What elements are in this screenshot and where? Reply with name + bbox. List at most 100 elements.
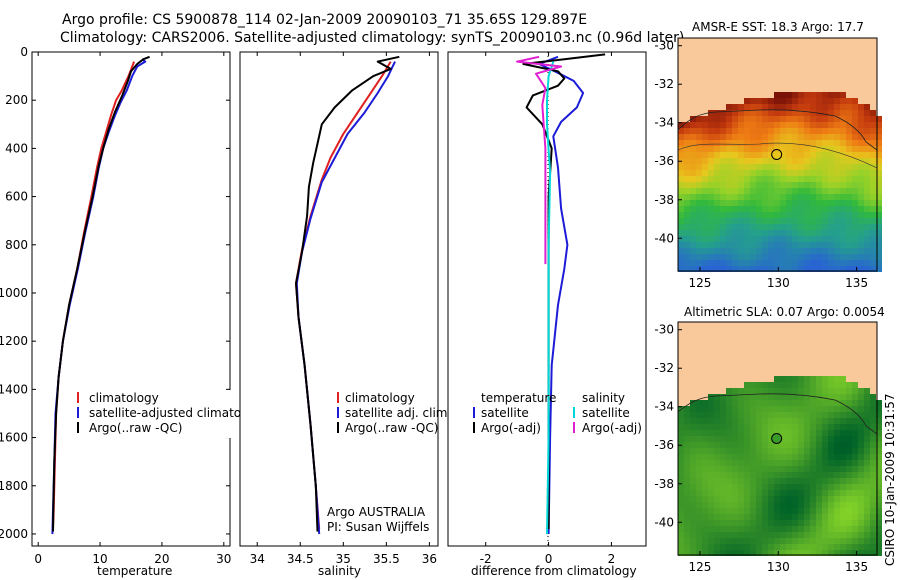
map-cell xyxy=(702,140,708,146)
map-cell xyxy=(804,200,810,206)
map-cell xyxy=(810,140,816,146)
map-cell xyxy=(876,484,882,490)
map-cell xyxy=(732,206,738,212)
map-cell xyxy=(762,508,768,514)
map-cell xyxy=(870,152,876,158)
map-cell xyxy=(804,442,810,448)
map-cell xyxy=(780,146,786,152)
map-cell xyxy=(834,200,840,206)
map-cell xyxy=(822,212,828,218)
temperature-legend: climatology satellite-adjusted climatolo… xyxy=(70,390,267,438)
map-cell xyxy=(810,116,816,122)
map-cell xyxy=(834,194,840,200)
map-cell xyxy=(852,140,858,146)
map-cell xyxy=(840,430,846,436)
map-cell xyxy=(786,430,792,436)
map-cell xyxy=(756,466,762,472)
map-cell xyxy=(684,188,690,194)
x-tick-label: 125 xyxy=(688,276,711,290)
map-cell xyxy=(720,460,726,466)
map-cell xyxy=(858,218,864,224)
map-cell xyxy=(792,526,798,532)
map-cell xyxy=(702,550,708,556)
map-cell xyxy=(792,388,798,394)
map-cell xyxy=(774,188,780,194)
map-cell xyxy=(726,110,732,116)
map-cell xyxy=(864,460,870,466)
map-cell xyxy=(864,466,870,472)
map-cell xyxy=(858,418,864,424)
map-cell xyxy=(810,110,816,116)
map-cell xyxy=(798,170,804,176)
map-cell xyxy=(780,212,786,218)
map-cell xyxy=(684,412,690,418)
y-tick-label: -30 xyxy=(654,323,674,337)
map-cell xyxy=(756,514,762,520)
map-cell xyxy=(780,538,786,544)
map-cell xyxy=(744,224,750,230)
map-cell xyxy=(762,206,768,212)
map-cell xyxy=(846,194,852,200)
map-cell xyxy=(858,248,864,254)
y-tick-label: 400 xyxy=(5,141,28,155)
map-cell xyxy=(744,182,750,188)
map-cell xyxy=(726,158,732,164)
map-cell xyxy=(720,496,726,502)
map-cell xyxy=(780,170,786,176)
map-cell xyxy=(846,140,852,146)
map-cell xyxy=(744,164,750,170)
map-cell xyxy=(840,514,846,520)
map-cell xyxy=(828,502,834,508)
map-cell xyxy=(768,206,774,212)
map-cell xyxy=(732,230,738,236)
map-cell xyxy=(864,212,870,218)
map-cell xyxy=(876,550,882,556)
map-cell xyxy=(780,260,786,266)
map-cell xyxy=(822,442,828,448)
map-cell xyxy=(756,454,762,460)
map-cell xyxy=(804,164,810,170)
map-cell xyxy=(840,526,846,532)
map-cell xyxy=(858,466,864,472)
map-cell xyxy=(702,412,708,418)
map-cell xyxy=(822,490,828,496)
map-cell xyxy=(756,490,762,496)
map-cell xyxy=(726,478,732,484)
map-cell xyxy=(720,412,726,418)
map-cell xyxy=(786,170,792,176)
map-cell xyxy=(714,218,720,224)
map-cell xyxy=(786,544,792,550)
map-cell xyxy=(756,158,762,164)
map-cell xyxy=(864,170,870,176)
map-cell xyxy=(702,442,708,448)
map-cell xyxy=(708,116,714,122)
map-cell xyxy=(726,122,732,128)
map-cell xyxy=(714,514,720,520)
map-cell xyxy=(726,496,732,502)
map-cell xyxy=(696,460,702,466)
map-cell xyxy=(816,206,822,212)
map-cell xyxy=(714,128,720,134)
map-cell xyxy=(708,200,714,206)
map-cell xyxy=(834,424,840,430)
map-cell xyxy=(684,194,690,200)
map-cell xyxy=(738,418,744,424)
map-cell xyxy=(816,400,822,406)
map-cell xyxy=(702,472,708,478)
sla-map: Altimetric SLA: 0.07 Argo: 0.0054 125 130… xyxy=(654,305,884,574)
map-cell xyxy=(732,472,738,478)
map-cell xyxy=(810,490,816,496)
map-cell xyxy=(786,484,792,490)
map-cell xyxy=(852,454,858,460)
map-cell xyxy=(756,230,762,236)
map-cell xyxy=(726,430,732,436)
map-cell xyxy=(744,176,750,182)
y-tick-label: 1000 xyxy=(0,286,28,300)
map-cell xyxy=(732,424,738,430)
map-cell xyxy=(738,520,744,526)
map-cell xyxy=(828,218,834,224)
map-cell xyxy=(858,460,864,466)
map-cell xyxy=(678,460,684,466)
map-cell xyxy=(684,158,690,164)
map-cell xyxy=(780,400,786,406)
